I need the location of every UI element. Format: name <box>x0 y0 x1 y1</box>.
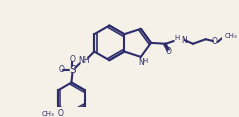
Text: CH₃: CH₃ <box>225 33 238 39</box>
Text: NH: NH <box>78 56 90 65</box>
Text: S: S <box>69 65 76 75</box>
Text: H: H <box>142 58 147 64</box>
Text: O: O <box>57 109 63 117</box>
Text: O: O <box>165 47 171 56</box>
Text: O: O <box>70 55 75 64</box>
Text: N: N <box>138 58 144 67</box>
Text: H: H <box>175 35 180 41</box>
Text: CH₃: CH₃ <box>41 111 54 117</box>
Text: N: N <box>181 36 187 45</box>
Text: O: O <box>212 37 218 46</box>
Text: O: O <box>59 65 64 74</box>
